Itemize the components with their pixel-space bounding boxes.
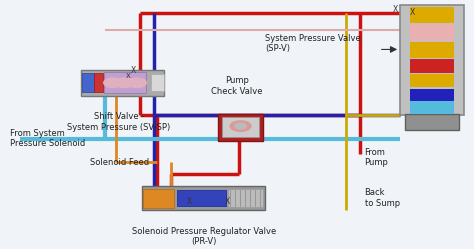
Bar xyxy=(222,117,259,137)
Bar xyxy=(143,186,265,210)
Circle shape xyxy=(116,78,135,87)
Bar xyxy=(151,74,164,91)
Bar xyxy=(410,42,455,58)
Bar xyxy=(410,7,455,23)
Bar xyxy=(410,24,455,41)
Bar xyxy=(218,114,263,141)
Text: Pump
Check Valve: Pump Check Valve xyxy=(211,76,263,96)
Text: X: X xyxy=(225,197,230,206)
Circle shape xyxy=(128,78,146,87)
Text: X: X xyxy=(410,8,415,17)
Circle shape xyxy=(235,123,246,129)
Bar xyxy=(400,5,464,115)
Text: System Pressure Valve
(SP-V): System Pressure Valve (SP-V) xyxy=(265,34,361,53)
Bar xyxy=(82,73,94,92)
Text: Shift Valve -
System Pressure (SV-SP): Shift Valve - System Pressure (SV-SP) xyxy=(67,113,171,132)
Bar xyxy=(176,190,226,206)
Bar xyxy=(405,114,459,130)
Circle shape xyxy=(104,78,123,87)
Text: From
Pump: From Pump xyxy=(365,148,389,167)
Bar xyxy=(410,59,455,73)
Text: X: X xyxy=(126,73,131,79)
Text: Solenoid Pressure Regulator Valve
(PR-V): Solenoid Pressure Regulator Valve (PR-V) xyxy=(132,227,276,246)
Bar xyxy=(104,72,146,93)
Bar xyxy=(94,73,103,92)
Bar xyxy=(81,70,164,96)
Text: X: X xyxy=(187,197,192,206)
Text: X: X xyxy=(130,66,136,75)
Bar xyxy=(228,189,263,207)
Circle shape xyxy=(230,121,251,131)
Bar xyxy=(410,101,455,114)
Text: Back
to Sump: Back to Sump xyxy=(365,188,400,208)
Text: Solenoid Feed: Solenoid Feed xyxy=(91,158,150,167)
Bar xyxy=(410,89,455,101)
Text: From System
Pressure Solenoid: From System Pressure Solenoid xyxy=(10,129,85,148)
Bar xyxy=(410,74,455,87)
Bar xyxy=(144,188,174,208)
Text: X: X xyxy=(392,4,398,13)
